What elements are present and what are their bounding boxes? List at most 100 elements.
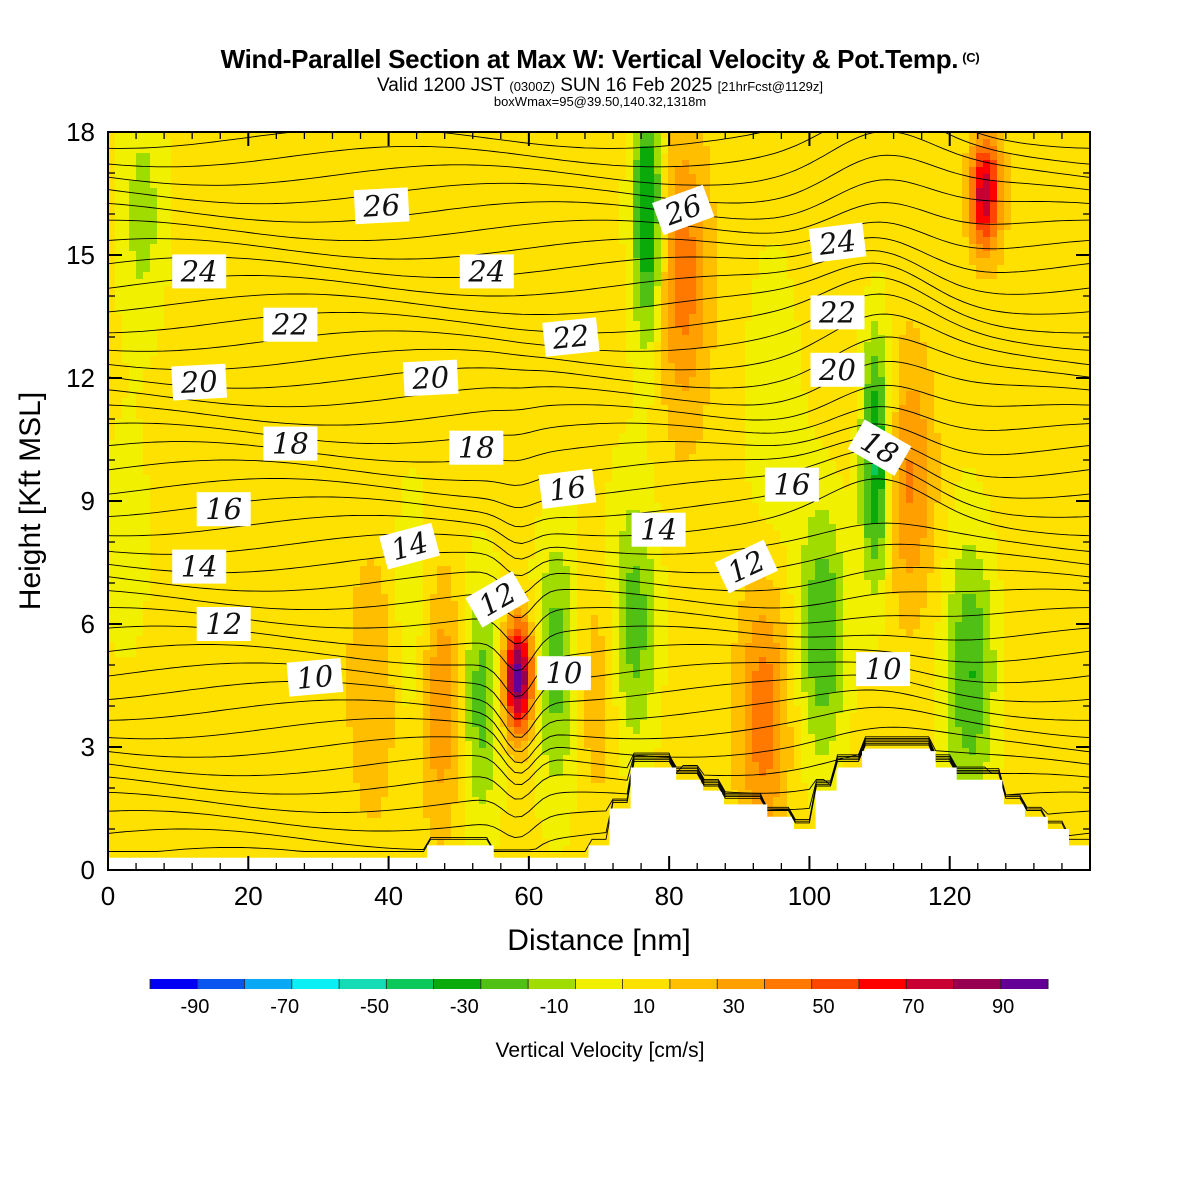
theta-label: 24: [459, 254, 514, 289]
y-tick-label: 15: [66, 240, 95, 270]
theta-label-bg: [542, 317, 600, 357]
valid-date: SUN 16 Feb 2025: [560, 75, 713, 96]
theta-contour-line: [108, 566, 1090, 596]
theta-label-text: 20: [410, 360, 450, 396]
theta-contour-line: [108, 237, 1090, 278]
theta-label-bg: [449, 430, 504, 465]
x-tick-label: 20: [234, 881, 263, 911]
theta-label-text: 12: [205, 607, 242, 641]
theta-label-bg: [808, 222, 867, 263]
chart-title-text: Wind-Parallel Section at Max W: Vertical…: [220, 44, 959, 74]
theta-label-text: 24: [180, 254, 218, 288]
theta-label-bg: [538, 468, 597, 509]
theta-contour-line: [108, 262, 1090, 315]
theta-label-text: 20: [818, 353, 856, 387]
theta-label: 18: [449, 430, 504, 465]
theta-label: 16: [538, 468, 597, 509]
y-axis-label: Height [Kft MSL]: [14, 392, 47, 610]
theta-contour-line: [108, 437, 1090, 486]
colorbar-tick-label: -10: [540, 996, 569, 1018]
theta-label: 24: [172, 254, 227, 289]
theta-label-bg: [172, 549, 227, 584]
terrain-mask: [108, 751, 1090, 870]
theta-label-bg: [465, 571, 530, 628]
y-tick-label: 12: [66, 363, 95, 393]
x-tick-label: 100: [788, 881, 831, 911]
forecast-info: [21hrFcst@1129z]: [717, 79, 824, 94]
theta-label-text: 20: [179, 364, 219, 400]
theta-contour-line: [108, 132, 1090, 168]
colorbar-swatch: [858, 979, 907, 989]
colorbar: -90 -70 -50 -30 -10 10 30 50 70 90: [149, 979, 1049, 1018]
theta-contour-line: [108, 221, 1090, 260]
colorbar-swatch: [953, 979, 1002, 989]
theta-contour-line: [108, 154, 1090, 205]
colorbar-swatch: [717, 979, 765, 989]
theta-contour-line: [108, 522, 1090, 560]
colorbar-tick-label: -70: [270, 996, 299, 1018]
theta-label: 22: [810, 295, 865, 330]
theta-label-text: 18: [458, 431, 495, 465]
theta-label: 10: [286, 658, 344, 697]
theta-label-text: 22: [271, 308, 309, 342]
theta-contour-line: [108, 449, 1090, 508]
theta-label: 12: [196, 607, 251, 641]
colorbar-swatch: [906, 979, 954, 989]
theta-contour-line: [108, 739, 1090, 818]
axes: 0 20 40 60 80 100 120 0 3 6 9 12 15 18: [66, 117, 1090, 911]
theta-label-bg: [196, 492, 251, 527]
theta-contour-line: [108, 360, 1090, 408]
colorbar-tick-label: 90: [992, 996, 1014, 1018]
colorbar-swatch: [575, 979, 624, 989]
theta-label-bg: [810, 352, 865, 387]
colorbar-swatch: [1000, 979, 1049, 989]
copyright-mark: (C): [962, 50, 980, 65]
colorbar-swatch: [244, 979, 293, 989]
theta-contour-line: [108, 689, 1090, 753]
y-tick-label: 9: [81, 486, 95, 516]
y-tick-label: 18: [66, 117, 95, 147]
theta-contour-line: [108, 543, 1090, 577]
theta-label-bg: [856, 652, 911, 687]
theta-contour-line: [108, 607, 1090, 645]
theta-label-bg: [810, 295, 865, 330]
theta-label-text: 10: [295, 659, 335, 696]
theta-contour-line: [108, 674, 1090, 738]
theta-contour-line: [108, 706, 1090, 764]
theta-label-text: 14: [181, 550, 218, 584]
theta-label-text: 10: [545, 656, 582, 690]
theta-label-text: 10: [865, 652, 902, 686]
y-tick-label: 3: [81, 732, 95, 762]
colorbar-swatch: [764, 979, 813, 989]
theta-contour-line: [108, 132, 1090, 186]
theta-contour-line: [108, 736, 1090, 785]
theta-label-bg: [536, 656, 591, 691]
x-tick-label: 80: [655, 881, 684, 911]
theta-contour-line: [108, 313, 1090, 371]
theta-label-bg: [263, 426, 318, 461]
theta-contour-line: [108, 462, 1090, 528]
theta-contour-line: [108, 744, 1090, 852]
theta-label: 20: [402, 359, 459, 397]
theta-label-bg: [714, 539, 778, 594]
theta-label: 24: [808, 222, 867, 263]
colorbar-tick-label: -90: [180, 996, 209, 1018]
colorbar-swatch: [386, 979, 435, 989]
valid-main: Valid 1200 JST: [376, 75, 505, 96]
colorbar-tick-label: 30: [723, 996, 745, 1018]
box-info: boxWmax=95@39.50,140.32,1318m: [493, 94, 707, 109]
theta-contour-line: [108, 179, 1090, 223]
theta-contour-line: [108, 336, 1090, 389]
colorbar-tick-label: 10: [633, 996, 655, 1018]
theta-label-bg: [652, 184, 715, 236]
colorbar-swatch: [622, 979, 671, 989]
colorbar-swatch: [811, 979, 860, 989]
colorbar-swatch: [339, 979, 387, 989]
theta-label-text: 22: [550, 318, 591, 356]
theta-label-text: 16: [205, 492, 242, 526]
theta-label: 14: [172, 549, 227, 584]
y-tick-label: 6: [81, 609, 95, 639]
x-tick-label: 60: [514, 881, 543, 911]
theta-label-bg: [171, 363, 228, 401]
